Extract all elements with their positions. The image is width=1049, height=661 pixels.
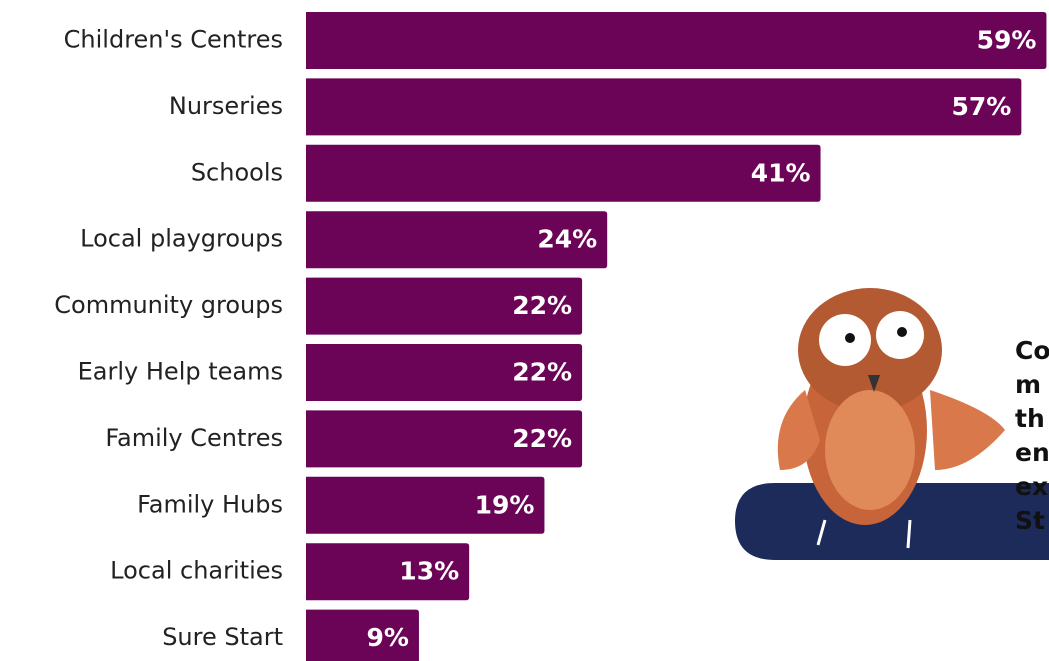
- bar: [306, 277, 583, 335]
- value-label: 59%: [977, 26, 1037, 55]
- bar: [306, 609, 419, 661]
- category-label: Family Centres: [105, 424, 283, 452]
- value-label: 22%: [512, 358, 572, 387]
- owl-eye: [819, 314, 871, 366]
- owl-belly: [825, 390, 915, 510]
- value-label: 22%: [512, 424, 572, 453]
- perch: [735, 483, 1049, 560]
- owl-illustration: [735, 288, 1049, 560]
- value-label: 41%: [751, 158, 811, 187]
- category-label: Children's Centres: [64, 26, 283, 54]
- bar: [306, 12, 1047, 69]
- category-label: Early Help teams: [78, 358, 283, 386]
- owl-beak: [868, 375, 880, 392]
- bar: [306, 344, 583, 401]
- category-label: Local playgroups: [80, 225, 283, 253]
- bar: [306, 78, 1022, 136]
- owl-wing: [930, 390, 1005, 470]
- owl-wing: [777, 390, 820, 470]
- owl-pupil: [897, 327, 907, 337]
- bar: [306, 144, 821, 202]
- annotation-line: m: [1015, 370, 1041, 399]
- category-label: Sure Start: [162, 623, 283, 651]
- annotation-line: en: [1015, 438, 1049, 467]
- category-label: Community groups: [54, 291, 283, 319]
- annotation-line: ex: [1015, 472, 1048, 501]
- owl-pupil: [845, 333, 855, 343]
- bar: [306, 211, 608, 269]
- bar: [306, 410, 583, 468]
- category-label: Local charities: [110, 557, 283, 585]
- category-label: Schools: [191, 158, 283, 186]
- category-label: Nurseries: [169, 92, 283, 120]
- value-label: 9%: [366, 623, 408, 652]
- annotation-line: St: [1015, 506, 1045, 535]
- value-label: 57%: [952, 92, 1012, 121]
- annotation-line: th: [1015, 404, 1045, 433]
- owl-feet: [816, 519, 912, 549]
- annotation-line: Co: [1015, 336, 1049, 365]
- bar: [306, 543, 470, 601]
- value-label: 22%: [512, 291, 572, 320]
- value-label: 13%: [399, 557, 459, 586]
- category-label: Family Hubs: [137, 490, 283, 518]
- value-label: 24%: [537, 225, 597, 254]
- bar: [306, 476, 545, 534]
- value-label: 19%: [475, 490, 535, 519]
